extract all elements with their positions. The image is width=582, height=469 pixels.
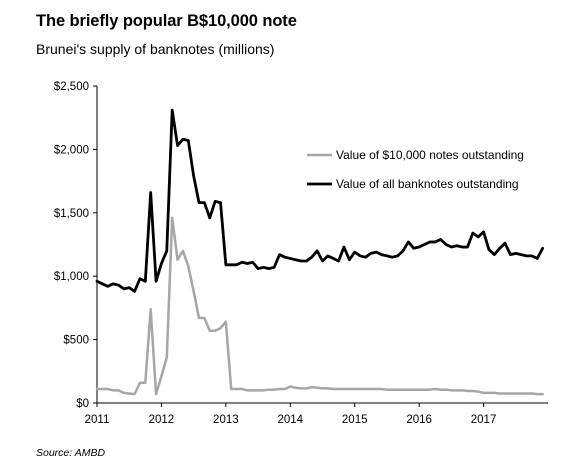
x-tick-label: 2016 [406, 414, 432, 426]
x-tick-label: 2012 [149, 414, 175, 426]
x-tick-label: 2017 [471, 414, 497, 426]
chart-title: The briefly popular B$10,000 note [36, 12, 297, 30]
y-tick-label: $2,500 [54, 81, 89, 93]
y-tick-label: $1,500 [54, 208, 89, 220]
x-tick-label: 2015 [342, 414, 368, 426]
chart-subtitle: Brunei's supply of banknotes (millions) [36, 41, 275, 57]
y-tick-label: $2,000 [54, 144, 89, 156]
y-tick-label: $0 [76, 398, 89, 410]
x-tick-label: 2013 [213, 414, 239, 426]
legend-label-1: Value of $10,000 notes outstanding [336, 148, 524, 162]
x-tick-label: 2014 [277, 414, 303, 426]
source-note: Source: AMBD [36, 447, 106, 459]
legend-label-2: Value of all banknotes outstanding [336, 177, 519, 191]
x-tick-label: 2011 [85, 414, 110, 426]
y-tick-label: $1,000 [54, 271, 89, 283]
series-line-2 [95, 108, 545, 293]
y-tick-label: $500 [63, 335, 89, 347]
series-line-1 [95, 216, 544, 396]
